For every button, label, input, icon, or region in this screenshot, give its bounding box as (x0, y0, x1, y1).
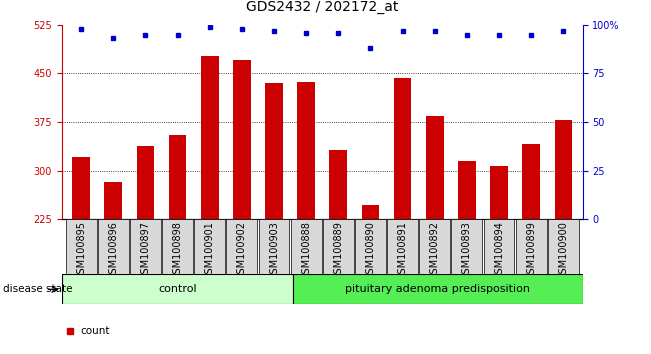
Bar (522, 143, 540, 219)
Text: GSM100901: GSM100901 (204, 221, 215, 280)
Bar (169, 135, 186, 219)
Text: GSM100900: GSM100900 (559, 221, 568, 280)
Text: GSM100888: GSM100888 (301, 221, 311, 280)
Text: GSM100896: GSM100896 (108, 221, 118, 280)
Text: disease state: disease state (3, 284, 73, 295)
Bar (548, 219, 579, 274)
Text: GSM100891: GSM100891 (398, 221, 408, 280)
Text: pituitary adenoma predisposition: pituitary adenoma predisposition (346, 284, 531, 295)
Text: GSM100903: GSM100903 (269, 221, 279, 280)
Bar (458, 161, 476, 219)
Bar (361, 205, 380, 219)
Bar (294, 274, 583, 304)
Bar (201, 56, 219, 219)
Bar (265, 83, 283, 219)
Text: GSM100894: GSM100894 (494, 221, 504, 280)
Text: GSM100895: GSM100895 (76, 221, 86, 280)
Text: GSM100897: GSM100897 (141, 221, 150, 280)
Bar (484, 219, 514, 274)
Bar (233, 61, 251, 219)
Text: control: control (158, 284, 197, 295)
Bar (355, 219, 386, 274)
Text: GSM100892: GSM100892 (430, 221, 440, 280)
Text: GSM100889: GSM100889 (333, 221, 343, 280)
Bar (227, 219, 257, 274)
Bar (387, 219, 418, 274)
Bar (490, 166, 508, 219)
Text: count: count (80, 326, 109, 336)
Bar (258, 219, 290, 274)
Bar (426, 116, 443, 219)
Text: GSM100890: GSM100890 (365, 221, 376, 280)
Text: GSM100899: GSM100899 (526, 221, 536, 280)
Bar (162, 219, 193, 274)
Bar (72, 156, 90, 219)
Bar (329, 150, 347, 219)
Bar (291, 219, 322, 274)
Bar (66, 219, 96, 274)
Text: GSM100902: GSM100902 (237, 221, 247, 280)
Bar (194, 219, 225, 274)
Bar (130, 219, 161, 274)
Bar (555, 120, 572, 219)
Bar (104, 182, 122, 219)
Bar (98, 219, 129, 274)
Text: GSM100898: GSM100898 (173, 221, 182, 280)
Bar (452, 219, 482, 274)
Bar (516, 219, 547, 274)
Text: GDS2432 / 202172_at: GDS2432 / 202172_at (246, 0, 398, 14)
Bar (62, 274, 294, 304)
Bar (419, 219, 450, 274)
Bar (137, 146, 154, 219)
Bar (298, 82, 315, 219)
Bar (323, 219, 353, 274)
Bar (394, 78, 411, 219)
Text: GSM100893: GSM100893 (462, 221, 472, 280)
